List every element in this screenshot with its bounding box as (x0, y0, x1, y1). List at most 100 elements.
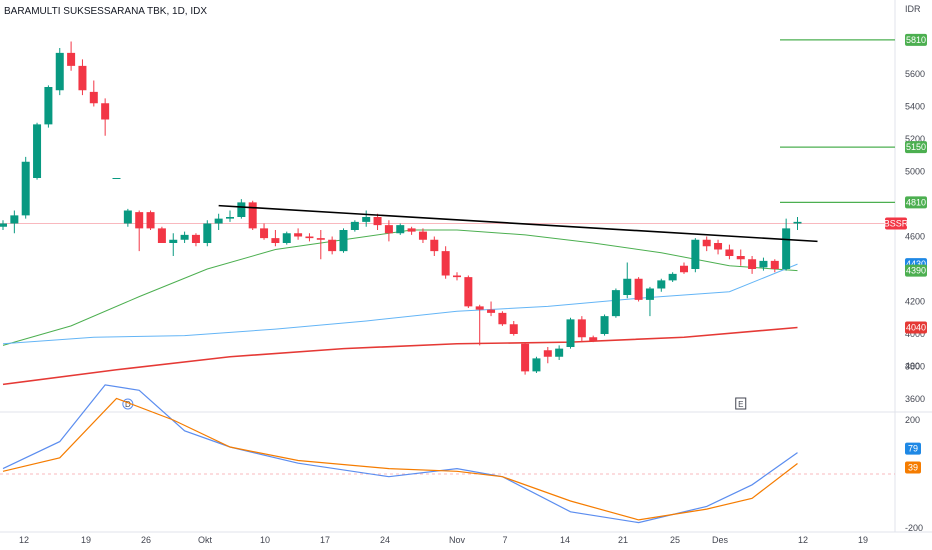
candle[interactable] (521, 342, 530, 375)
candle[interactable] (157, 226, 166, 243)
candle[interactable] (407, 226, 416, 235)
candle[interactable] (339, 228, 348, 253)
x-tick-label: 24 (380, 535, 390, 545)
candle[interactable] (271, 230, 280, 247)
candle[interactable] (214, 213, 223, 230)
candle-body (226, 217, 234, 219)
candle[interactable] (316, 230, 325, 260)
candle[interactable] (55, 48, 64, 96)
candle[interactable] (78, 59, 87, 96)
candle[interactable] (123, 208, 132, 227)
candle[interactable] (714, 239, 723, 255)
candle-body (691, 239, 700, 269)
y-tick-label: 5200 (905, 134, 925, 144)
candle[interactable] (430, 236, 439, 257)
candle-body (10, 215, 19, 224)
candle[interactable] (793, 217, 802, 230)
candle[interactable] (645, 286, 654, 317)
candle[interactable] (350, 220, 359, 232)
moving-average-short[interactable] (2, 229, 798, 346)
candle[interactable] (362, 210, 371, 227)
candle[interactable] (464, 275, 473, 309)
candle[interactable] (260, 223, 269, 240)
resistance-trendline[interactable] (218, 204, 818, 243)
candle[interactable] (600, 314, 609, 336)
moving-average-mid[interactable] (2, 263, 798, 345)
candle[interactable] (418, 228, 427, 243)
candle[interactable] (146, 210, 155, 231)
candle[interactable] (589, 335, 598, 343)
candle[interactable] (44, 85, 53, 128)
price-badge: BSSR (884, 217, 909, 230)
candle[interactable] (226, 210, 234, 222)
candle[interactable] (611, 288, 620, 318)
candle[interactable] (532, 356, 541, 373)
candle[interactable] (112, 178, 121, 179)
candle[interactable] (543, 347, 552, 364)
candle[interactable] (702, 236, 711, 252)
candle[interactable] (191, 233, 200, 247)
candle[interactable] (691, 238, 700, 273)
candle[interactable] (135, 210, 144, 252)
candle[interactable] (373, 213, 382, 230)
candle[interactable] (180, 231, 189, 243)
candle[interactable] (498, 311, 507, 326)
candle[interactable] (21, 156, 30, 219)
candle[interactable] (736, 249, 745, 266)
candle[interactable] (634, 277, 643, 302)
candle-body (487, 309, 496, 313)
candle-body (350, 221, 359, 230)
candle[interactable] (328, 236, 337, 255)
price-badge-label: 4430 (906, 259, 926, 269)
candle[interactable] (475, 304, 484, 346)
candle[interactable] (89, 80, 98, 107)
candle[interactable] (782, 218, 791, 271)
candle[interactable] (248, 200, 257, 230)
candle[interactable] (657, 278, 666, 292)
event-marker-e[interactable]: E (735, 397, 747, 410)
oscillator-badge-label: 79 (908, 444, 918, 454)
candle[interactable] (101, 98, 110, 136)
candle[interactable] (668, 272, 677, 282)
candle-body (577, 319, 586, 338)
y-tick-label: 5600 (905, 69, 925, 79)
oscillator-macd-line[interactable] (2, 384, 798, 524)
candle[interactable] (305, 233, 314, 242)
candle-body (316, 238, 325, 240)
candle[interactable] (623, 262, 632, 299)
moving-average-long[interactable] (2, 326, 798, 386)
candle[interactable] (577, 316, 586, 343)
candle[interactable] (770, 259, 779, 273)
candle[interactable] (294, 228, 303, 240)
candle[interactable] (555, 345, 564, 360)
candle[interactable] (487, 301, 496, 317)
candle[interactable] (441, 246, 450, 279)
candle[interactable] (384, 220, 393, 242)
oscillator-signal-line[interactable] (2, 397, 798, 521)
candle[interactable] (509, 321, 518, 336)
candle[interactable] (33, 122, 42, 180)
candle[interactable] (725, 244, 734, 260)
x-tick-label: 12 (19, 535, 29, 545)
candle[interactable] (748, 256, 757, 274)
price-badge-bg (905, 321, 927, 334)
candle-body (305, 236, 314, 239)
candle-body (282, 233, 291, 243)
candle[interactable] (10, 210, 19, 234)
candle[interactable] (566, 317, 575, 349)
candle[interactable] (453, 272, 461, 281)
y-tick-label: 3600 (905, 394, 925, 404)
candle-body (657, 280, 666, 289)
candle[interactable] (396, 223, 405, 235)
candle[interactable] (67, 41, 76, 71)
candle[interactable] (237, 199, 246, 219)
candle-body (214, 218, 223, 224)
candle[interactable] (203, 220, 212, 247)
candle[interactable] (169, 233, 178, 256)
candle[interactable] (282, 231, 291, 245)
candle[interactable] (680, 262, 688, 274)
event-marker-label: D (125, 400, 131, 409)
candle[interactable] (0, 220, 7, 230)
candle[interactable] (759, 257, 768, 271)
